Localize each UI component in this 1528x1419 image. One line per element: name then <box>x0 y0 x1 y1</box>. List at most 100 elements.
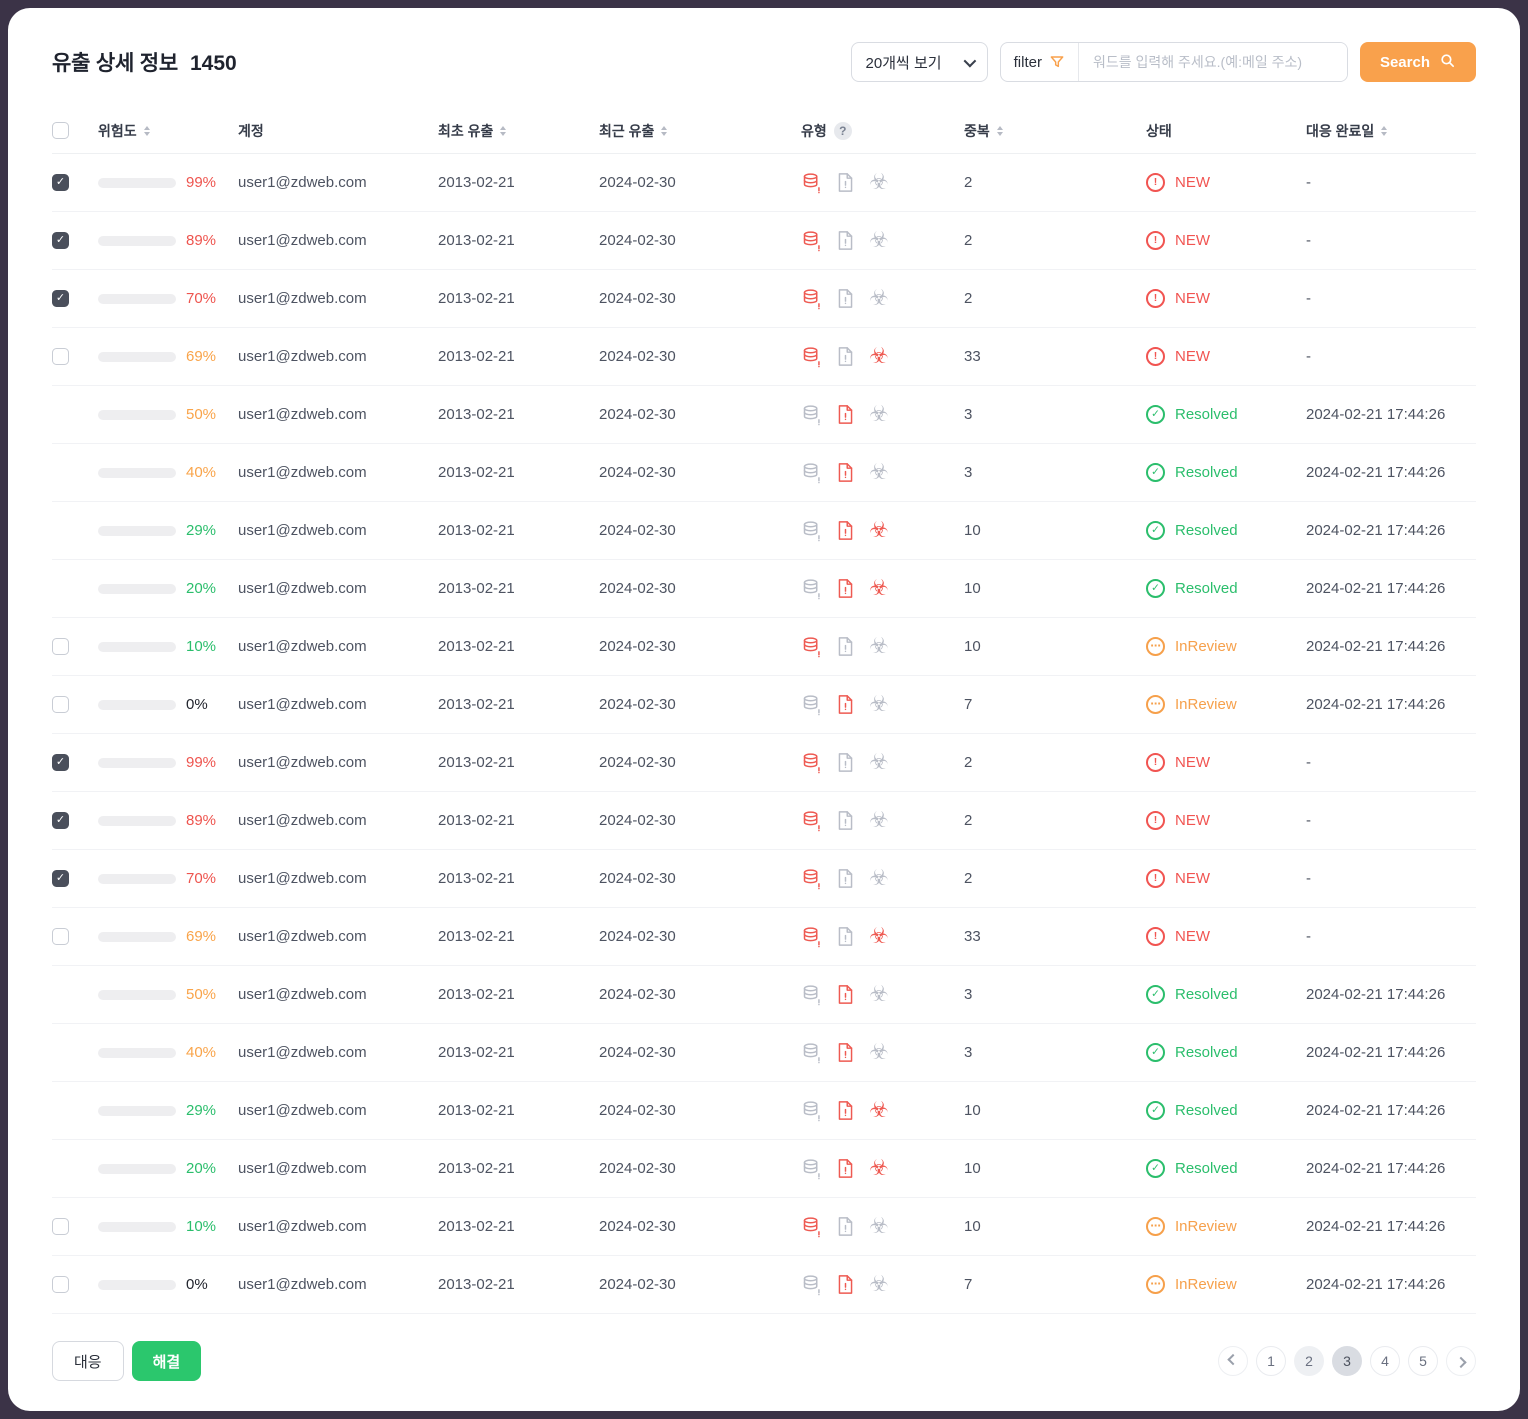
first-leak-cell: 2013-02-21 <box>438 870 515 887</box>
table-row: 0% user1@zdweb.com 2013-02-21 2024-02-30 <box>52 676 1476 734</box>
search-button-label: Search <box>1379 53 1430 71</box>
account-cell: user1@zdweb.com <box>238 1218 367 1235</box>
dup-cell: 2 <box>964 812 973 829</box>
col-risk[interactable]: 위험도 <box>98 121 238 141</box>
account-cell: user1@zdweb.com <box>238 638 367 655</box>
col-first-leak[interactable]: 최초 유출 <box>438 121 599 141</box>
row-checkbox[interactable] <box>52 174 69 191</box>
biohazard-icon: ☣ <box>869 1039 889 1065</box>
col-duplicates[interactable]: 중복 <box>964 121 1146 141</box>
select-all-checkbox[interactable] <box>52 122 69 139</box>
status-label: Resolved <box>1175 1044 1238 1061</box>
database-icon <box>801 462 822 484</box>
risk-cell: 0% <box>98 1276 238 1293</box>
dup-cell: 7 <box>964 1276 973 1293</box>
table-row: 20% user1@zdweb.com 2013-02-21 2024-02-3… <box>52 1140 1476 1198</box>
risk-percent: 0% <box>186 696 208 713</box>
table-header-row: 위험도 계정 최초 유출 최근 유출 유형 ? 중복 <box>52 108 1476 154</box>
biohazard-icon: ☣ <box>869 749 889 775</box>
search-button[interactable]: Search <box>1359 42 1476 82</box>
resolve-button[interactable]: 해결 <box>131 1341 202 1381</box>
type-cell: ☣ <box>801 171 964 194</box>
status-icon: ! <box>1146 811 1165 830</box>
status-icon: ! <box>1146 347 1165 366</box>
first-leak-cell: 2013-02-21 <box>438 1044 515 1061</box>
col-resolved-date[interactable]: 대응 완료일 <box>1306 121 1476 141</box>
biohazard-icon: ☣ <box>869 923 889 949</box>
filter-button[interactable]: filter <box>1001 43 1079 81</box>
row-checkbox[interactable] <box>52 1218 69 1235</box>
recent-leak-cell: 2024-02-30 <box>599 232 676 249</box>
status-label: NEW <box>1175 290 1210 307</box>
risk-cell: 40% <box>98 464 238 481</box>
account-cell: user1@zdweb.com <box>238 580 367 597</box>
col-status-label: 상태 <box>1146 122 1172 139</box>
status-label: InReview <box>1175 696 1237 713</box>
funnel-icon <box>1049 54 1065 70</box>
row-checkbox[interactable] <box>52 928 69 945</box>
status-icon: ✓ <box>1146 405 1165 424</box>
risk-bar <box>98 177 176 188</box>
table-row: 69% user1@zdweb.com 2013-02-21 2024-02-3… <box>52 908 1476 966</box>
row-checkbox[interactable] <box>52 232 69 249</box>
prev-page-button[interactable] <box>1218 1346 1248 1376</box>
account-cell: user1@zdweb.com <box>238 986 367 1003</box>
page-size-select[interactable]: 20개씩 보기 <box>850 42 988 82</box>
type-cell: ☣ <box>801 749 964 775</box>
row-checkbox[interactable] <box>52 348 69 365</box>
date-cell: 2024-02-21 17:44:26 <box>1306 522 1446 539</box>
col-recent-leak-label: 최근 유출 <box>599 122 655 139</box>
type-cell: ☣ <box>801 633 964 659</box>
respond-button[interactable]: 대응 <box>52 1341 124 1381</box>
status-icon: ! <box>1146 231 1165 250</box>
row-checkbox[interactable] <box>52 290 69 307</box>
row-checkbox[interactable] <box>52 754 69 771</box>
database-icon <box>801 926 822 948</box>
biohazard-icon: ☣ <box>869 633 889 659</box>
biohazard-icon: ☣ <box>869 691 889 717</box>
account-cell: user1@zdweb.com <box>238 464 367 481</box>
search-input[interactable] <box>1078 43 1347 81</box>
biohazard-icon: ☣ <box>869 981 889 1007</box>
page-button-3[interactable]: 3 <box>1332 1346 1362 1376</box>
table-row: 70% user1@zdweb.com 2013-02-21 2024-02-3… <box>52 270 1476 328</box>
col-recent-leak[interactable]: 최근 유출 <box>599 121 801 141</box>
risk-cell: 20% <box>98 580 238 597</box>
dup-cell: 2 <box>964 232 973 249</box>
status-icon: ⋯ <box>1146 637 1165 656</box>
first-leak-cell: 2013-02-21 <box>438 638 515 655</box>
date-cell: 2024-02-21 17:44:26 <box>1306 1044 1446 1061</box>
date-cell: 2024-02-21 17:44:26 <box>1306 986 1446 1003</box>
first-leak-cell: 2013-02-21 <box>438 232 515 249</box>
status-label: Resolved <box>1175 464 1238 481</box>
risk-cell: 69% <box>98 348 238 365</box>
help-icon[interactable]: ? <box>833 121 852 140</box>
status-label: NEW <box>1175 870 1210 887</box>
row-checkbox[interactable] <box>52 1276 69 1293</box>
col-status: 상태 <box>1146 121 1306 141</box>
status-badge: ⋯ InReview <box>1146 1217 1306 1236</box>
row-checkbox[interactable] <box>52 870 69 887</box>
row-checkbox[interactable] <box>52 638 69 655</box>
date-cell: - <box>1306 348 1311 365</box>
page-button-5[interactable]: 5 <box>1408 1346 1438 1376</box>
first-leak-cell: 2013-02-21 <box>438 696 515 713</box>
page-button-2[interactable]: 2 <box>1294 1346 1324 1376</box>
page-button-4[interactable]: 4 <box>1370 1346 1400 1376</box>
biohazard-icon: ☣ <box>869 575 889 601</box>
risk-cell: 89% <box>98 812 238 829</box>
risk-percent: 29% <box>186 522 217 539</box>
next-page-button[interactable] <box>1446 1346 1476 1376</box>
table-row: 29% user1@zdweb.com 2013-02-21 2024-02-3… <box>52 502 1476 560</box>
row-checkbox[interactable] <box>52 812 69 829</box>
recent-leak-cell: 2024-02-30 <box>599 174 676 191</box>
database-icon <box>801 1216 822 1238</box>
table-row: 99% user1@zdweb.com 2013-02-21 2024-02-3… <box>52 154 1476 212</box>
document-icon <box>836 346 855 367</box>
page-button-1[interactable]: 1 <box>1256 1346 1286 1376</box>
row-checkbox[interactable] <box>52 696 69 713</box>
status-badge: ✓ Resolved <box>1146 463 1306 482</box>
status-icon: ✓ <box>1146 1043 1165 1062</box>
